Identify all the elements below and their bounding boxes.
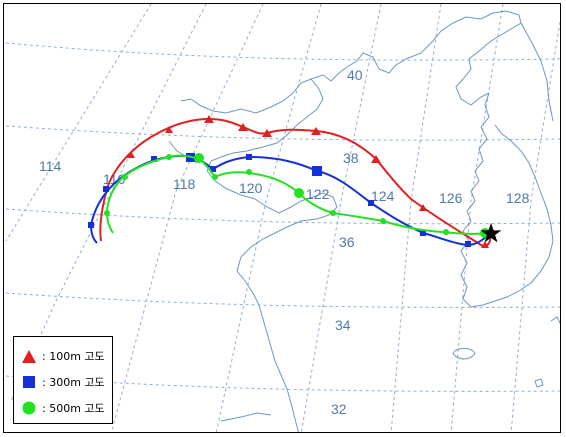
lat-label: 38	[343, 150, 359, 166]
square-icon	[23, 375, 35, 388]
circle-icon	[22, 401, 36, 415]
lat-label: 36	[339, 234, 355, 250]
circle-marker	[194, 153, 204, 163]
square-marker	[88, 222, 94, 228]
grid-line-lon-116	[10, 4, 207, 402]
trajectory-100m-line	[99, 117, 492, 247]
grid-line-lon-124	[390, 4, 442, 432]
legend: : 100m 고도 : 300m 고도 : 500m 고도	[13, 336, 113, 424]
circle-marker	[104, 210, 110, 216]
coast-bohai-inner	[206, 78, 324, 172]
circle-marker	[122, 174, 128, 180]
square-marker	[246, 154, 252, 160]
lat-label: 34	[335, 317, 351, 333]
circle-marker	[166, 154, 172, 160]
triangle-marker	[165, 126, 173, 133]
coast-korea-south	[470, 124, 554, 308]
triangle-marker	[419, 204, 427, 211]
triangle-marker	[204, 115, 214, 123]
square-marker	[312, 166, 322, 176]
triangle-marker	[127, 151, 135, 158]
coast-islands-2	[550, 316, 560, 325]
coast-islands-1	[534, 378, 544, 388]
trajectory-100m	[99, 115, 492, 248]
lon-label: 126	[439, 190, 463, 206]
coast-liaodong	[180, 10, 522, 114]
legend-label: : 500m 고도	[42, 402, 105, 415]
grid-line-lon-114	[5, 4, 152, 242]
legend-label: : 100m 고도	[42, 350, 105, 363]
grid-line-lon-118	[111, 4, 264, 432]
legend-item-500m: : 500m 고도	[22, 399, 105, 417]
circle-marker	[443, 229, 449, 235]
lon-label: 124	[371, 188, 395, 204]
circle-marker	[212, 174, 218, 180]
circle-marker	[246, 169, 252, 175]
trajectory-map: 114 116 118 120 122 124 126 128 40 38 36…	[5, 4, 560, 432]
coastline	[168, 10, 560, 432]
coast-korea-west	[460, 92, 490, 308]
grid-line-lon-122	[300, 4, 382, 432]
grid-line-lat-38	[5, 125, 560, 141]
grid-labels: 114 116 118 120 122 124 126 128 40 38 36…	[39, 67, 530, 417]
coast-yangtze	[220, 412, 272, 422]
trajectory-500m-line	[105, 154, 490, 235]
grid-line-lat-34	[5, 292, 560, 308]
lon-label: 122	[306, 186, 330, 202]
map-frame: 114 116 118 120 122 124 126 128 40 38 36…	[3, 3, 561, 433]
star-icon	[480, 223, 502, 243]
square-marker	[368, 200, 374, 206]
lon-label: 120	[239, 180, 263, 196]
trajectory-300m	[88, 153, 490, 247]
triangle-marker	[371, 155, 381, 163]
lat-label: 32	[331, 401, 347, 417]
lon-label: 114	[39, 158, 62, 174]
triangle-icon	[22, 349, 36, 363]
coast-jeju	[452, 348, 476, 360]
lat-label: 40	[347, 67, 363, 83]
grid-line-lat-36	[5, 208, 560, 225]
grid-line-lat-40	[5, 42, 560, 61]
legend-label: : 300m 고도	[42, 376, 105, 389]
coast-korea-east	[520, 22, 554, 122]
triangle-marker	[481, 241, 489, 248]
legend-item-100m: : 100m 고도	[22, 347, 105, 365]
triangle-marker	[311, 127, 321, 135]
legend-item-300m: : 300m 고도	[22, 373, 105, 391]
trajectory-500m	[104, 153, 490, 238]
square-marker	[151, 156, 157, 162]
lon-label: 118	[173, 176, 196, 192]
circle-marker	[330, 210, 336, 216]
square-marker	[210, 166, 216, 172]
square-marker	[420, 230, 426, 236]
grid-line-lon-120	[215, 4, 322, 432]
coast-shandong	[206, 170, 338, 432]
lon-label: 128	[506, 190, 530, 206]
triangle-marker	[262, 129, 272, 137]
grid-line-lon-128	[510, 19, 560, 432]
graticule	[5, 4, 560, 432]
grid-line-lon-126	[450, 4, 504, 432]
circle-marker	[294, 188, 304, 198]
square-marker	[465, 241, 471, 247]
triangle-marker	[238, 123, 248, 131]
square-marker	[103, 186, 109, 192]
circle-marker	[380, 218, 386, 224]
